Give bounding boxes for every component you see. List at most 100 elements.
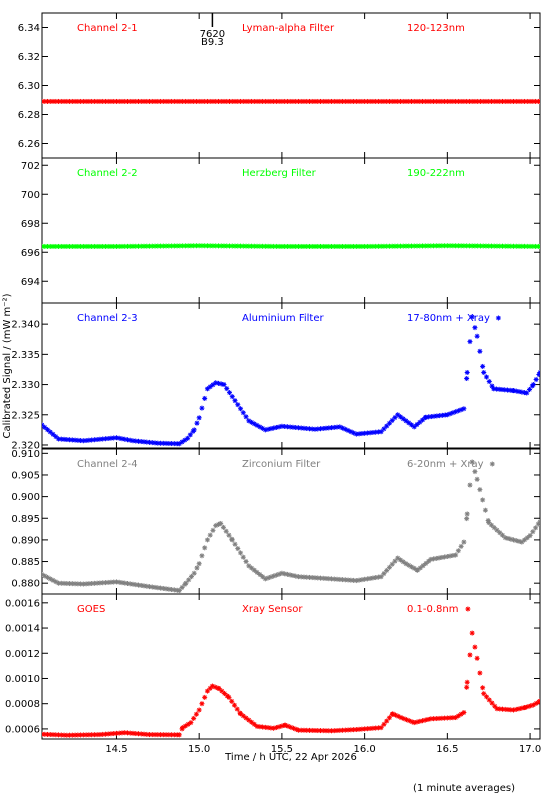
data-point — [472, 469, 478, 475]
data-point — [481, 369, 487, 375]
data-point — [403, 418, 409, 424]
panel-5: 0.0006 0.0008 0.0010 0.0012 0.0014 0.0016 GOES… — [5, 593, 541, 755]
data-point — [400, 416, 406, 422]
y-tick-label: 0.0010 — [5, 674, 40, 685]
y-tick-label: 0.0006 — [5, 724, 40, 735]
data-point — [194, 565, 200, 571]
data-point — [537, 698, 540, 704]
y-tick-label: 0.905 — [11, 470, 40, 481]
data-point — [204, 537, 210, 543]
data-point — [199, 405, 205, 411]
y-tick-label: 0.885 — [11, 557, 40, 568]
x-tick-label: 15.5 — [271, 744, 293, 755]
data-point — [231, 702, 237, 708]
data-point — [477, 487, 483, 493]
y-tick-label: 0.880 — [11, 579, 40, 590]
data-point — [469, 314, 475, 320]
data-point — [461, 710, 467, 716]
data-point — [524, 535, 530, 541]
data-point — [527, 533, 533, 539]
data-point — [477, 348, 483, 354]
data-point — [240, 554, 246, 560]
y-tick-label: 700 — [21, 190, 40, 201]
y-tick-label: 2.325 — [11, 410, 40, 421]
data-point — [202, 395, 208, 401]
data-point — [464, 684, 470, 690]
data-point — [232, 541, 238, 547]
channel-name: Channel 2-2 — [77, 168, 138, 179]
y-tick-label: 6.28 — [18, 110, 40, 121]
data-point — [464, 511, 470, 517]
data-point — [409, 422, 415, 428]
data-point — [183, 580, 189, 586]
data-point — [467, 652, 473, 658]
y-tick-label: 698 — [21, 219, 40, 230]
data-point — [537, 243, 540, 249]
data-point — [229, 698, 235, 704]
data-point — [122, 436, 128, 442]
data-point — [191, 570, 197, 576]
band-label: 6-20nm + Xray — [407, 459, 484, 470]
y-tick-label: 6.26 — [18, 139, 40, 150]
channel-name: Channel 2-4 — [77, 459, 138, 470]
y-tick-label: 702 — [21, 161, 40, 172]
data-point — [464, 679, 470, 685]
data-point — [218, 520, 224, 526]
data-point — [235, 546, 241, 552]
data-point — [467, 339, 473, 345]
filter-name: Aluminium Filter — [242, 313, 325, 324]
x-tick-label: 14.5 — [105, 744, 127, 755]
data-point — [207, 685, 213, 691]
data-point — [397, 557, 403, 563]
data-point — [199, 553, 205, 559]
y-tick-label: 2.320 — [11, 440, 40, 451]
data-point — [42, 424, 48, 430]
data-point — [223, 528, 229, 534]
data-point — [229, 394, 235, 400]
data-point — [461, 406, 467, 412]
data-point — [533, 377, 539, 383]
data-point — [453, 552, 459, 558]
panel-frame — [41, 448, 541, 595]
data-point — [537, 369, 540, 375]
data-point — [226, 694, 232, 700]
data-point — [155, 585, 161, 591]
data-point — [530, 382, 536, 388]
data-point — [240, 410, 246, 416]
y-tick-label: 2.330 — [11, 380, 40, 391]
data-point — [530, 529, 536, 535]
data-point — [202, 545, 208, 551]
data-point — [480, 497, 486, 503]
channel-name: Channel 2-3 — [77, 313, 138, 324]
series-4 — [42, 459, 540, 594]
data-point — [210, 527, 216, 533]
data-point — [472, 644, 478, 650]
band-label: 0.1-0.8nm — [407, 604, 459, 615]
data-point — [537, 98, 540, 104]
data-point — [482, 507, 488, 513]
panel-frame — [41, 12, 541, 159]
data-point — [207, 384, 213, 390]
chart-panels: 6.26 6.28 6.30 6.32 6.34 Channel 2-1 Lyman-alp… — [5, 12, 541, 755]
data-point — [464, 516, 470, 522]
data-point — [533, 525, 539, 531]
averages-note: (1 minute averages) — [413, 783, 515, 794]
y-tick-label: 696 — [21, 248, 40, 259]
data-point — [191, 715, 197, 721]
data-point — [488, 522, 494, 528]
data-point — [127, 581, 133, 587]
data-point — [204, 386, 210, 392]
data-point — [422, 717, 428, 723]
data-point — [176, 732, 182, 738]
series-3 — [42, 314, 540, 447]
data-point — [196, 707, 202, 713]
legend-symbol — [465, 606, 471, 612]
filter-name: Zirconium Filter — [242, 459, 321, 470]
panel-4: 0.880 0.885 0.890 0.895 0.900 0.905 0.910 Chann… — [11, 448, 541, 595]
filter-name: Lyman-alpha Filter — [242, 23, 335, 34]
y-tick-label: 0.0012 — [5, 649, 40, 660]
data-point — [238, 406, 244, 412]
panel-1: 6.26 6.28 6.30 6.32 6.34 Channel 2-1 Lyman-alp… — [18, 12, 541, 159]
data-point — [207, 532, 213, 538]
data-point — [431, 556, 437, 562]
